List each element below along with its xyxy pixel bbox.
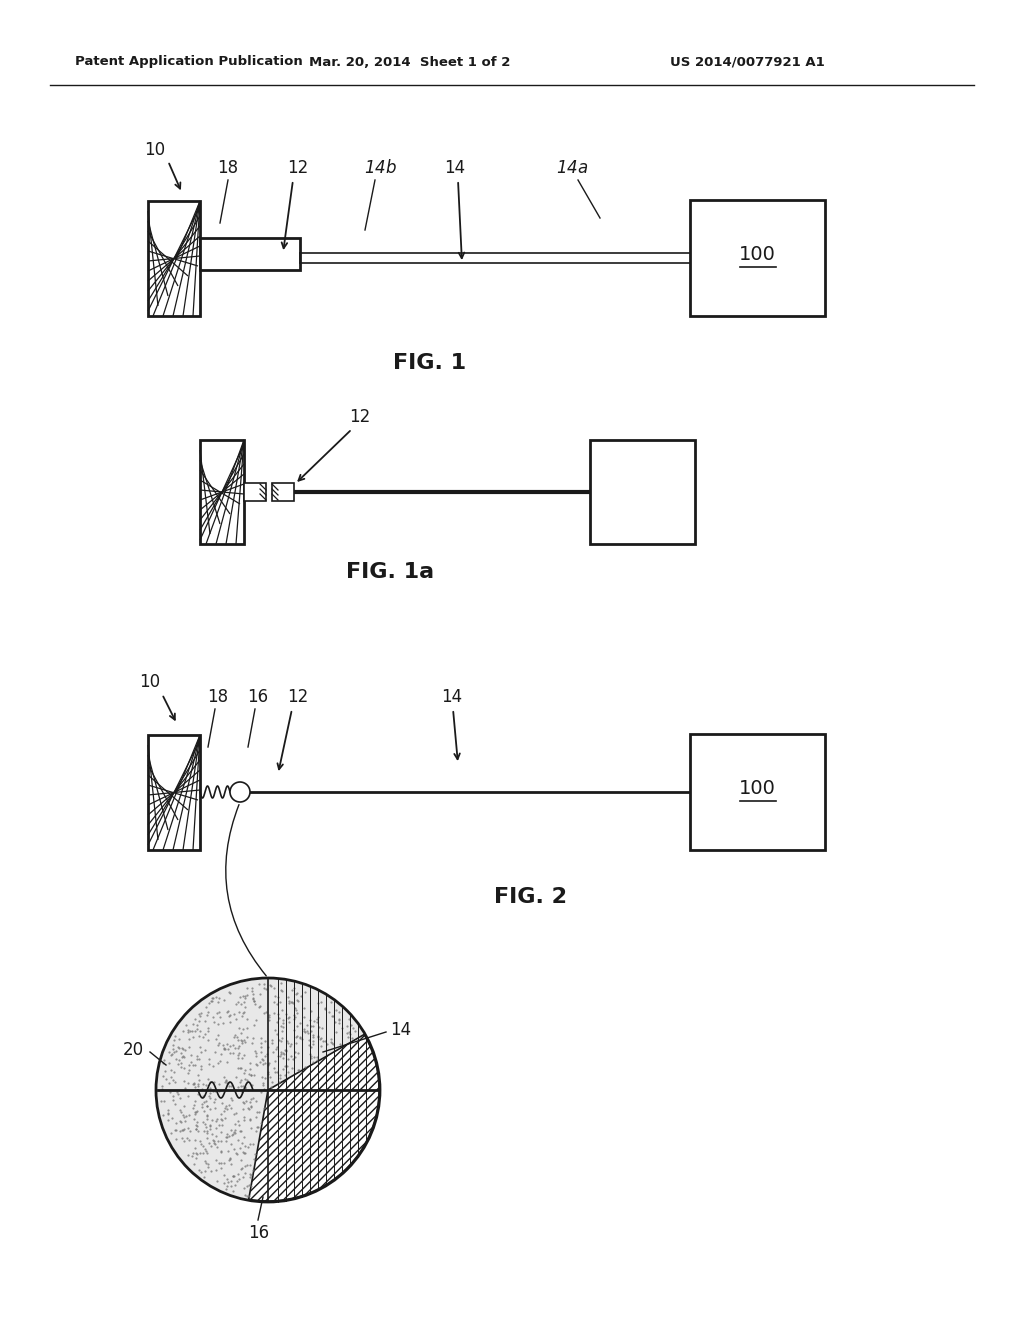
Circle shape xyxy=(156,978,380,1203)
Bar xyxy=(148,735,200,850)
Bar xyxy=(590,440,695,544)
Text: 10: 10 xyxy=(139,673,161,690)
Bar xyxy=(272,483,294,502)
Text: 14$a$: 14$a$ xyxy=(556,158,588,177)
Text: FIG. 2: FIG. 2 xyxy=(494,887,566,907)
Text: 14: 14 xyxy=(444,158,466,177)
Bar xyxy=(244,483,266,502)
Text: 18: 18 xyxy=(217,158,239,177)
Text: 100: 100 xyxy=(739,780,776,799)
Bar xyxy=(690,734,825,850)
Text: 12: 12 xyxy=(349,408,371,426)
Text: 10: 10 xyxy=(144,141,166,158)
Text: Mar. 20, 2014  Sheet 1 of 2: Mar. 20, 2014 Sheet 1 of 2 xyxy=(309,55,511,69)
Bar xyxy=(690,201,825,315)
Wedge shape xyxy=(249,1035,379,1201)
Circle shape xyxy=(230,781,250,803)
Text: 18: 18 xyxy=(208,688,228,706)
Text: 100: 100 xyxy=(739,246,776,264)
Text: Patent Application Publication: Patent Application Publication xyxy=(75,55,303,69)
Text: 14: 14 xyxy=(390,1020,411,1039)
Text: 12: 12 xyxy=(288,688,308,706)
Text: US 2014/0077921 A1: US 2014/0077921 A1 xyxy=(670,55,824,69)
Text: 14$b$: 14$b$ xyxy=(364,158,396,177)
Text: 12: 12 xyxy=(288,158,308,177)
Bar xyxy=(200,238,300,271)
Bar xyxy=(148,201,200,315)
Text: 16: 16 xyxy=(248,688,268,706)
Bar xyxy=(200,440,244,544)
Text: 16: 16 xyxy=(248,1224,269,1242)
Text: 14: 14 xyxy=(441,688,463,706)
Wedge shape xyxy=(157,979,365,1200)
Text: FIG. 1a: FIG. 1a xyxy=(346,562,434,582)
Text: FIG. 1: FIG. 1 xyxy=(393,352,467,374)
Text: 20: 20 xyxy=(123,1041,144,1059)
